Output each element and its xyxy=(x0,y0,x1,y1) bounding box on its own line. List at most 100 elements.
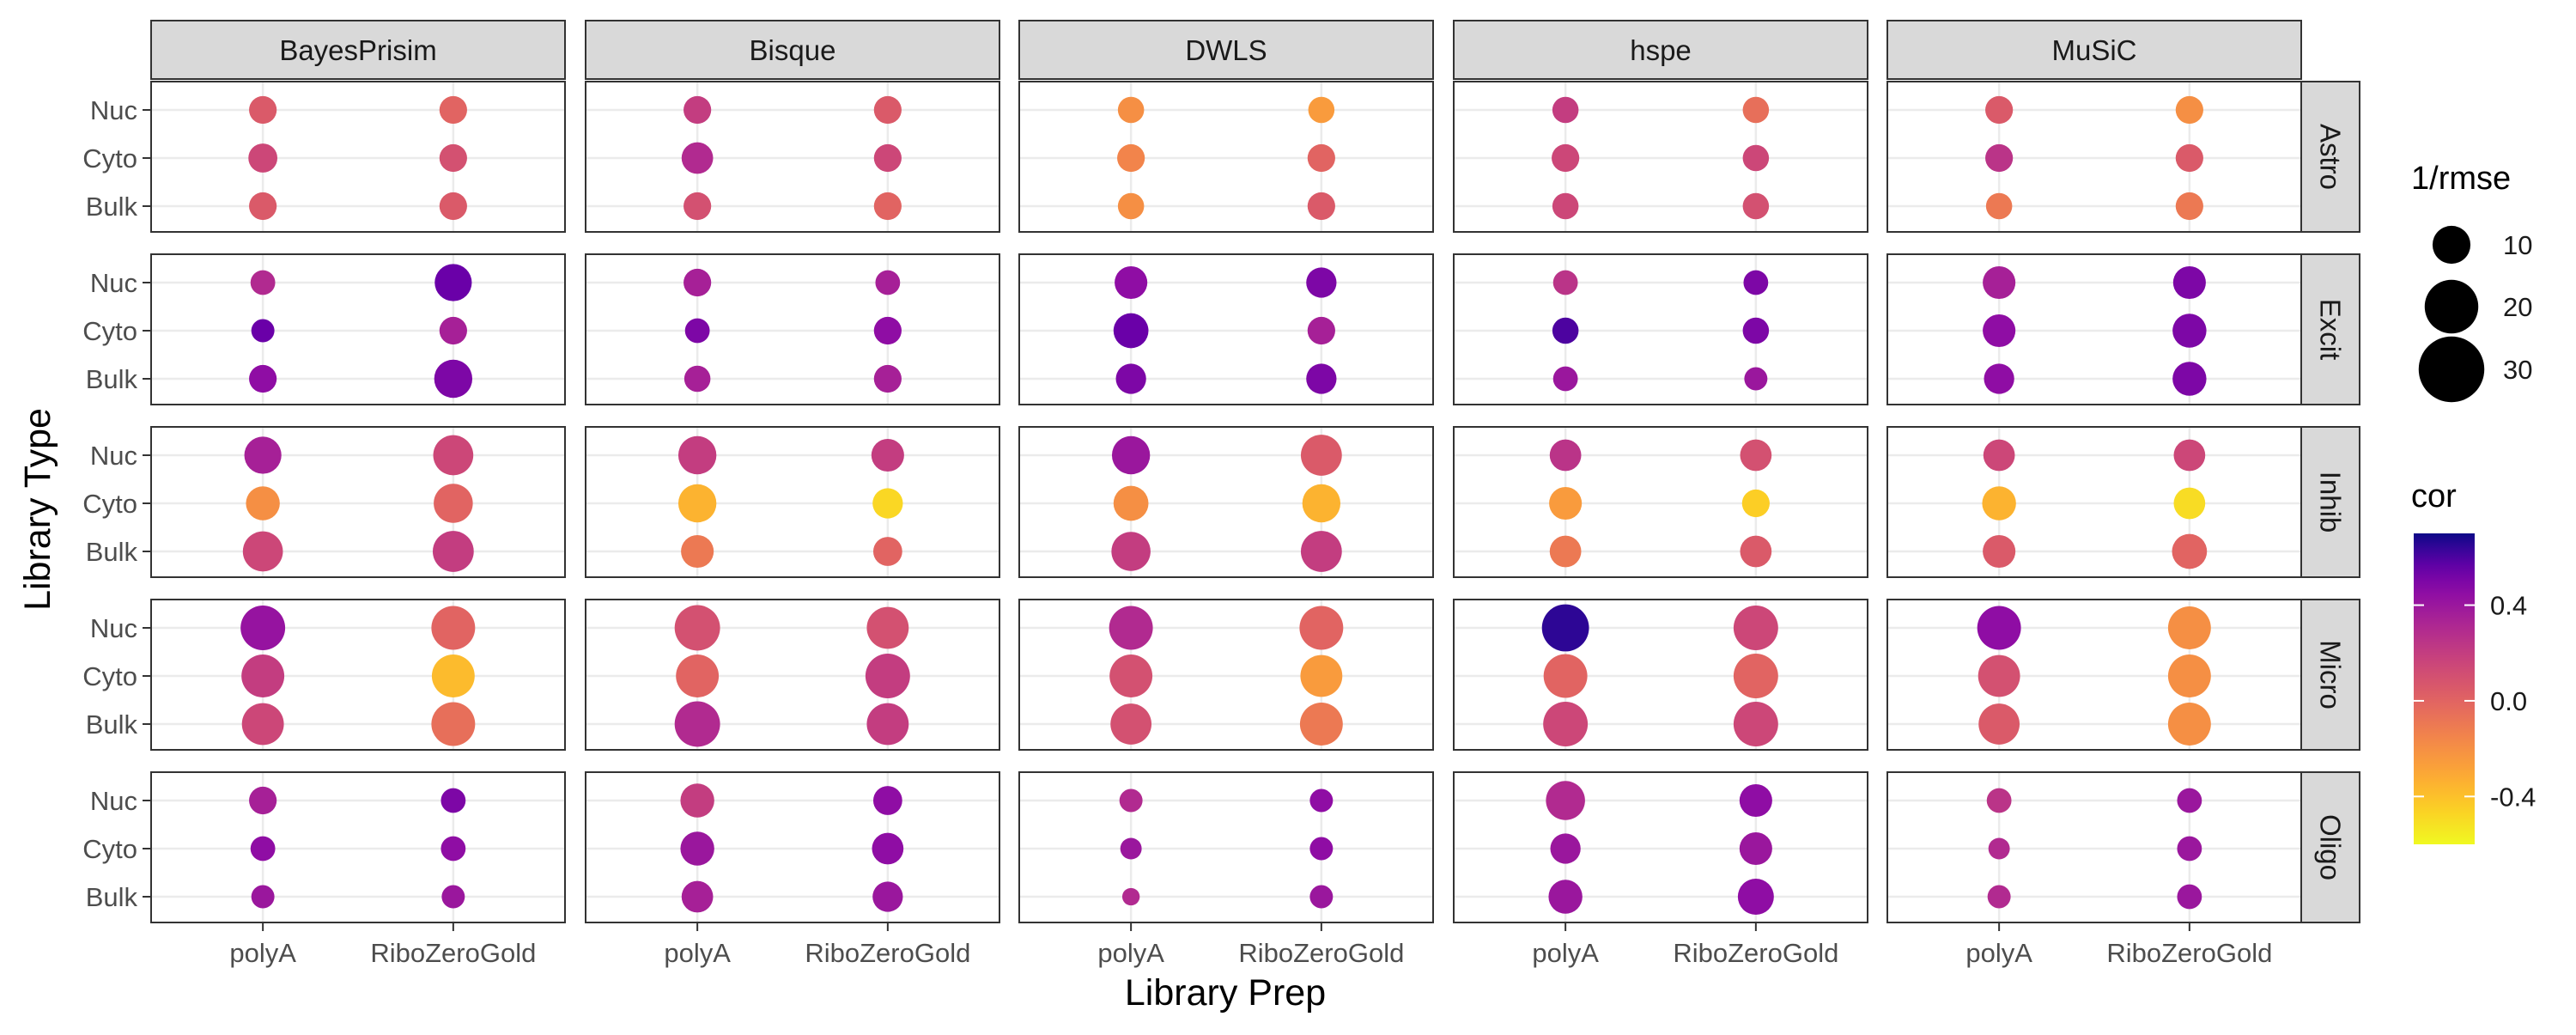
data-point xyxy=(683,268,712,297)
panel-hspe-Astro xyxy=(1453,81,1868,233)
data-point xyxy=(872,488,903,519)
panel-border xyxy=(150,253,566,405)
panel-border xyxy=(585,81,1000,233)
data-point xyxy=(432,531,474,572)
panel-background xyxy=(151,82,565,232)
data-point xyxy=(872,881,903,912)
panel-border xyxy=(1018,81,1434,233)
panel-border xyxy=(1453,81,1868,233)
data-point xyxy=(1119,788,1143,813)
data-point xyxy=(676,654,720,697)
data-point xyxy=(674,605,720,651)
data-point xyxy=(2167,654,2211,697)
data-point xyxy=(1552,270,1578,295)
y-axis-title: Library Type xyxy=(17,408,58,611)
data-point xyxy=(1543,654,1588,698)
panel-Bisque-Inhib xyxy=(585,426,1000,578)
data-point xyxy=(241,654,285,697)
y-tick-label: Bulk xyxy=(86,537,138,567)
data-point xyxy=(1987,885,2011,909)
facet-header-DWLS xyxy=(1018,20,1434,80)
panel-border xyxy=(150,81,566,233)
panel-border xyxy=(150,599,566,751)
data-point xyxy=(1744,367,1768,391)
data-point xyxy=(251,319,275,343)
data-point xyxy=(1121,887,1140,906)
size-legend-label: 20 xyxy=(2503,292,2532,322)
data-point xyxy=(1550,833,1581,864)
data-point xyxy=(1307,316,1335,345)
data-point xyxy=(1983,265,2016,300)
data-point xyxy=(242,531,283,572)
data-point xyxy=(1110,703,1152,745)
data-point xyxy=(1111,435,1151,475)
data-point xyxy=(249,786,277,815)
size-legend-key xyxy=(2418,336,2485,403)
data-point xyxy=(434,264,472,301)
panel-border xyxy=(585,771,1000,923)
panel-background xyxy=(1454,427,1868,577)
panel-background xyxy=(1019,254,1433,405)
data-point xyxy=(872,537,902,566)
y-tick-label: Cyto xyxy=(82,489,137,519)
panel-DWLS-Astro xyxy=(1018,81,1434,233)
data-point xyxy=(1300,654,1343,697)
data-point xyxy=(873,192,902,221)
data-point xyxy=(1543,702,1589,746)
panel-hspe-Excit xyxy=(1453,253,1868,405)
data-point xyxy=(1309,837,1334,861)
data-point xyxy=(1306,267,1337,298)
data-point xyxy=(873,143,902,173)
size-legend-key xyxy=(2432,225,2471,265)
data-point xyxy=(1117,143,1145,173)
data-point xyxy=(2177,836,2202,861)
data-point xyxy=(681,142,714,174)
data-point xyxy=(1541,604,1589,652)
data-point xyxy=(1742,96,1770,124)
panel-background xyxy=(586,82,999,232)
panel-background xyxy=(1454,254,1868,405)
data-point xyxy=(244,436,282,474)
panel-background xyxy=(1019,427,1433,577)
panel-Bisque-Oligo xyxy=(585,771,1000,923)
panel-border xyxy=(1018,599,1434,751)
panel-border xyxy=(585,599,1000,751)
panel-border xyxy=(585,426,1000,578)
panel-Bisque-Micro xyxy=(585,599,1000,751)
data-point xyxy=(873,364,902,393)
data-point xyxy=(1546,781,1585,820)
data-point xyxy=(1740,439,1772,472)
panel-background xyxy=(1887,254,2301,405)
data-point xyxy=(1113,313,1149,349)
panel-background xyxy=(151,772,565,922)
size-legend-key xyxy=(2424,279,2479,334)
data-point xyxy=(439,95,467,125)
panel-background xyxy=(1454,82,1868,232)
legend-layer: 1/rmse 10 20 30 cor 0.4 0.0 -0.4 xyxy=(2411,161,2536,844)
data-point xyxy=(1113,485,1149,521)
data-point xyxy=(2177,884,2202,910)
facet-strip-Excit xyxy=(2300,253,2360,405)
size-legend-title: 1/rmse xyxy=(2411,161,2511,197)
data-point xyxy=(1733,702,1778,746)
panel-border xyxy=(1018,771,1434,923)
data-point xyxy=(683,192,712,221)
y-tick-label: Nuc xyxy=(90,613,137,643)
data-point xyxy=(1308,96,1335,124)
data-point xyxy=(1985,192,2013,220)
y-tick-label: Bulk xyxy=(86,364,138,394)
panel-MuSiC-Inhib xyxy=(1886,426,2302,578)
data-point xyxy=(439,316,467,345)
data-point xyxy=(249,364,277,393)
color-legend-label: -0.4 xyxy=(2490,782,2536,812)
y-tick-label: Cyto xyxy=(82,143,137,174)
panel-background xyxy=(1887,82,2301,232)
panel-Bisque-Excit xyxy=(585,253,1000,405)
data-point xyxy=(2175,143,2203,173)
data-point xyxy=(1742,144,1770,172)
data-point xyxy=(1552,143,1580,173)
panel-background xyxy=(586,427,999,577)
panel-background xyxy=(151,427,565,577)
data-point xyxy=(1978,654,2020,697)
